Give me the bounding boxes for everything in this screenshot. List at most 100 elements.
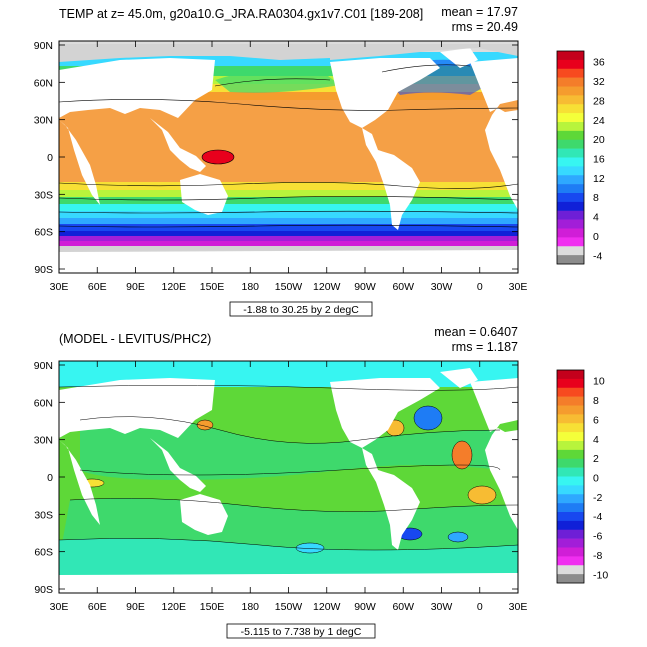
longitude-labels: 30E 60E 90E 120E 150E 180 150W 120W 90W 60W 30W 0 30… xyxy=(50,281,528,293)
isotherms xyxy=(59,64,518,228)
colorbar-label: 12 xyxy=(593,173,605,185)
colorbar-label: 20 xyxy=(593,134,605,146)
colorbar-segment xyxy=(557,201,584,212)
colorbar-segment xyxy=(557,503,584,513)
colorbar-segment xyxy=(557,449,584,460)
lon-label: 150W xyxy=(275,281,303,293)
difference-map xyxy=(59,361,518,593)
panel-temperature: TEMP at z= 45.0m, g20a10.G_JRA.RA0304.gx… xyxy=(34,5,605,317)
colorbar-segment xyxy=(557,157,584,167)
colorbar-segment xyxy=(557,423,584,433)
colorbar-segment xyxy=(557,237,584,247)
contour-info: -5.115 to 7.738 by 1 degC xyxy=(241,626,362,638)
colorbar-label: -4 xyxy=(593,250,602,262)
colorbar: 36 32 28 24 20 16 12 8 4 0 -4 xyxy=(556,50,605,265)
colorbar-segment xyxy=(557,130,584,141)
colorbar-segment xyxy=(557,512,584,522)
colorbar-segment xyxy=(557,574,584,584)
colorbar-segment xyxy=(557,467,584,477)
latitude-labels: 90N 60N 30N 0 30S 60S 90S xyxy=(34,360,53,596)
rms-label: rms = 20.49 xyxy=(452,20,518,34)
colorbar-label: -10 xyxy=(593,569,608,581)
lat-label: 0 xyxy=(47,152,53,164)
colorbar-segment xyxy=(557,520,584,531)
colorbar-segment xyxy=(557,86,584,96)
colorbar-segment xyxy=(557,219,584,229)
lat-label: 30S xyxy=(34,509,53,521)
colorbar-segment xyxy=(557,193,584,203)
lon-label: 60W xyxy=(392,281,414,293)
colorbar-label: 4 xyxy=(593,212,599,224)
colorbar-label: 8 xyxy=(593,192,599,204)
colorbar-segment xyxy=(557,476,584,486)
mean-label: mean = 17.97 xyxy=(441,5,518,19)
lat-label: 60S xyxy=(34,547,53,559)
lon-label: 90W xyxy=(354,281,376,293)
colorbar-segment xyxy=(557,59,584,70)
colorbar-segment xyxy=(557,396,584,406)
lon-label: 30E xyxy=(509,281,528,293)
lon-label: 60W xyxy=(392,601,414,613)
colorbar-label: 6 xyxy=(593,414,599,426)
colorbar-segment xyxy=(557,405,584,415)
colorbar-label: 8 xyxy=(593,395,599,407)
panel-difference: (MODEL - LEVITUS/PHC2) mean = 0.6407 rms… xyxy=(34,325,608,639)
colorbar-label: -8 xyxy=(593,550,602,562)
lat-label: 30S xyxy=(34,189,53,201)
colorbar-segment xyxy=(557,246,584,256)
colorbar-label: 10 xyxy=(593,376,605,388)
colorbar-segment xyxy=(557,95,584,105)
lon-label: 120W xyxy=(313,601,341,613)
latitude-labels: 90N 60N 30N 0 30S 60S 90S xyxy=(34,40,53,276)
contour-info-box xyxy=(226,623,376,639)
colorbar-segment xyxy=(557,139,584,149)
colorbar-label: 0 xyxy=(593,231,599,243)
colorbar-segment xyxy=(557,122,584,132)
lat-label: 60S xyxy=(34,227,53,239)
colorbar-frame xyxy=(556,369,585,584)
lat-label: 30N xyxy=(34,435,53,447)
colorbar-segment xyxy=(557,51,584,61)
lat-label: 90N xyxy=(34,40,53,52)
colorbar-label: 2 xyxy=(593,453,599,465)
sea-ice xyxy=(59,44,518,62)
colorbar-label: 24 xyxy=(593,115,605,127)
axis-ticks xyxy=(58,41,519,273)
contour-info-box xyxy=(229,301,373,317)
panel-title: (MODEL - LEVITUS/PHC2) xyxy=(59,332,211,346)
colorbar-segment xyxy=(557,370,584,380)
lon-label: 30E xyxy=(509,601,528,613)
contours xyxy=(59,384,518,551)
lat-label: 90S xyxy=(34,264,53,276)
colorbar-segment xyxy=(557,441,584,451)
lon-label: 120E xyxy=(161,281,186,293)
lon-label: 60E xyxy=(88,281,107,293)
colorbar-label: 28 xyxy=(593,95,605,107)
lon-label: 90E xyxy=(126,281,145,293)
colorbar-label: 4 xyxy=(593,434,599,446)
colorbar-label: 16 xyxy=(593,154,605,166)
lon-label: 30W xyxy=(431,601,453,613)
colorbar-segment xyxy=(557,175,584,185)
colorbar-segment xyxy=(557,485,584,495)
lon-label: 180 xyxy=(241,281,259,293)
colorbar-frame xyxy=(556,50,585,265)
contour-info: -1.88 to 30.25 by 2 degC xyxy=(243,304,359,316)
lat-label: 60N xyxy=(34,77,53,89)
lon-label: 180 xyxy=(241,601,259,613)
lon-label: 30E xyxy=(50,601,69,613)
colorbar-label: 0 xyxy=(593,473,599,485)
lon-label: 150E xyxy=(200,281,225,293)
panel-title: TEMP at z= 45.0m, g20a10.G_JRA.RA0304.gx… xyxy=(59,7,423,21)
lon-label: 150W xyxy=(275,601,303,613)
lon-label: 90E xyxy=(126,601,145,613)
rms-label: rms = 1.187 xyxy=(452,340,518,354)
lon-label: 150E xyxy=(200,601,225,613)
colorbar-segment xyxy=(557,538,584,548)
colorbar-segment xyxy=(557,113,584,123)
colorbar-segment xyxy=(557,166,584,176)
colorbar-segment xyxy=(557,432,584,442)
longitude-labels: 30E 60E 90E 120E 150E 180 150W 120W 90W 60W 30W 0 30… xyxy=(50,601,528,613)
lon-label: 90W xyxy=(354,601,376,613)
